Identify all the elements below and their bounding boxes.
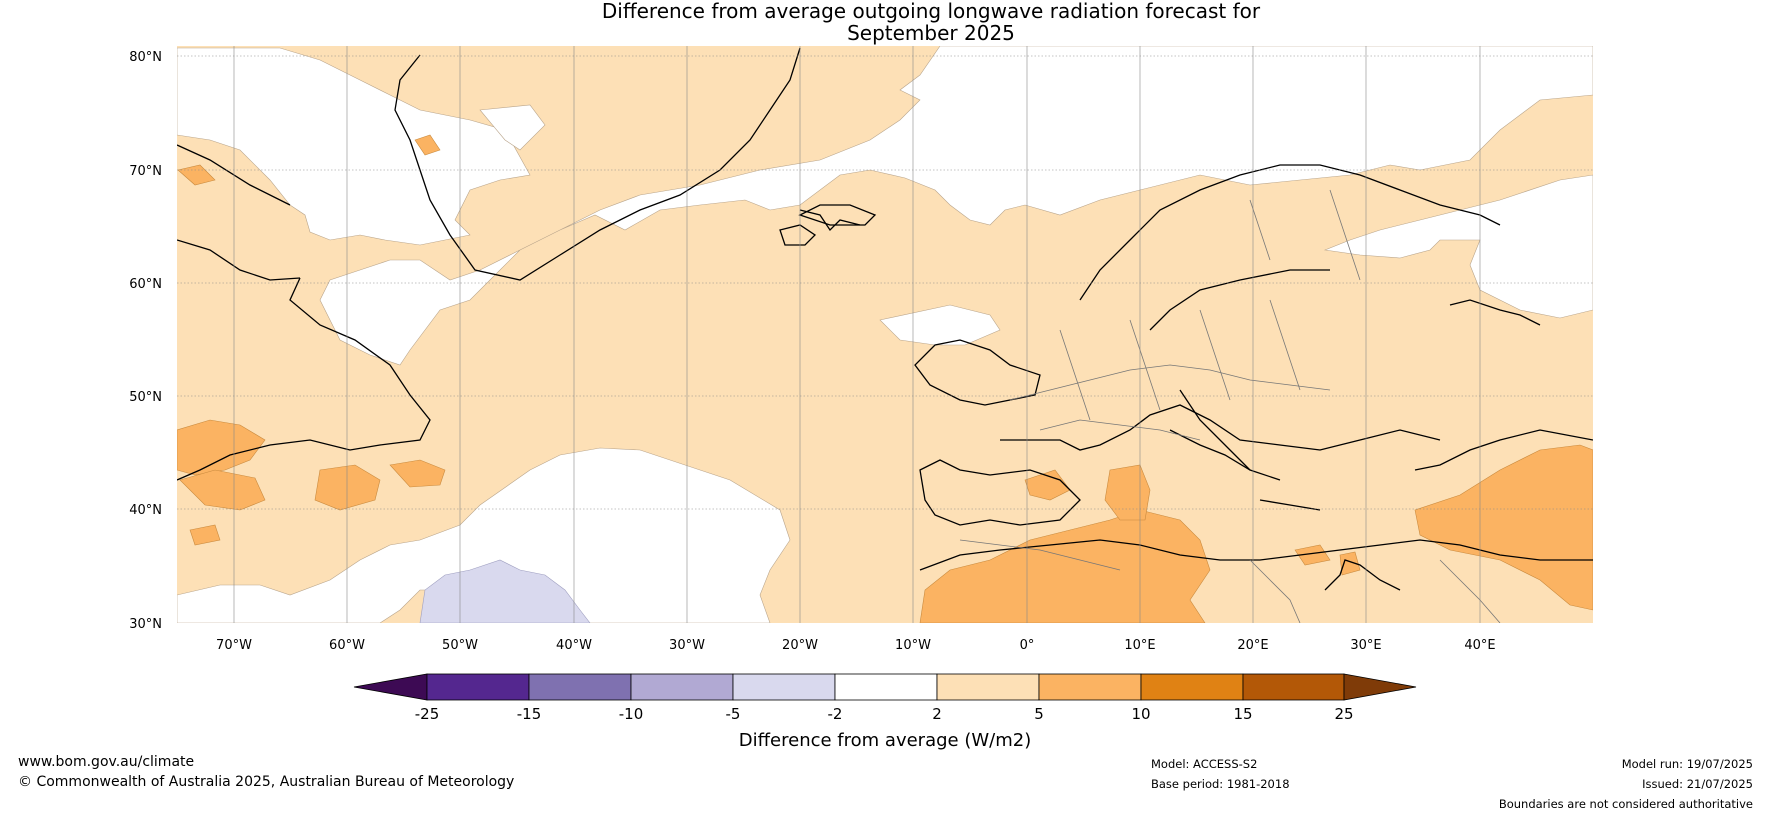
lon-label-20w: 20°W <box>782 638 818 653</box>
colorbar-segment-9 <box>1242 673 1345 701</box>
anomaly-region-plus5 <box>177 164 216 186</box>
lon-label-20e: 20°E <box>1237 638 1268 653</box>
colorbar-tick-label: 2 <box>932 705 942 723</box>
anomaly-region-plus5 <box>177 419 266 476</box>
lat-label-60n: 60°N <box>129 277 162 292</box>
anomaly-region-plus5 <box>189 524 221 546</box>
anomaly-region-plus5 <box>314 464 381 511</box>
anomaly-region-plus5 <box>389 459 446 488</box>
anomaly-region-neutral <box>177 47 531 246</box>
latitude-labels: 80°N 70°N 60°N 50°N 40°N 30°N <box>129 50 162 632</box>
colorbar-tick-label: -2 <box>828 705 843 723</box>
anomaly-region-plus5 <box>414 134 441 156</box>
colorbar-extend-low <box>353 673 428 701</box>
anomaly-region-neutral <box>1323 174 1593 319</box>
colorbar-segment-1 <box>426 673 530 701</box>
anomaly-region-plus5 <box>1024 469 1071 501</box>
lon-label-60w: 60°W <box>329 638 365 653</box>
map-title-line2: September 2025 <box>847 21 1015 45</box>
lat-label-80n: 80°N <box>129 50 162 65</box>
lon-label-10e: 10°E <box>1124 638 1155 653</box>
colorbar-tick-label: 5 <box>1034 705 1044 723</box>
colorbar-extend-high <box>1343 673 1417 701</box>
footer-copyright: © Commonwealth of Australia 2025, Austra… <box>18 774 515 790</box>
lon-label-70w: 70°W <box>216 638 252 653</box>
lon-label-30w: 30°W <box>669 638 705 653</box>
colorbar-tick-labels: -25 -15 -10 -5 -2 2 5 10 15 25 <box>415 705 1354 723</box>
footer-disclaimer: Boundaries are not considered authoritat… <box>1498 797 1753 811</box>
lat-label-70n: 70°N <box>129 164 162 179</box>
colorbar-segment-7 <box>1038 673 1142 701</box>
anomaly-region-neutral <box>879 304 1001 346</box>
colorbar-segment-6 <box>936 673 1040 701</box>
colorbar-tick-label: 15 <box>1233 705 1252 723</box>
footer-model-run: Model run: 19/07/2025 <box>1621 757 1753 771</box>
lat-label-40n: 40°N <box>129 503 162 518</box>
lat-label-50n: 50°N <box>129 390 162 405</box>
colorbar-segment-8 <box>1140 673 1244 701</box>
longitude-labels: 70°W 60°W 50°W 40°W 30°W 20°W 10°W 0° 10… <box>216 638 1496 653</box>
country-borders <box>959 189 1501 623</box>
anomaly-region-plus5 <box>179 469 266 511</box>
footer-model: Model: ACCESS-S2 <box>1151 757 1258 771</box>
lon-label-50w: 50°W <box>442 638 478 653</box>
colorbar-tick-label: -5 <box>726 705 741 723</box>
lon-label-30e: 30°E <box>1350 638 1381 653</box>
anomaly-region-minus5 <box>419 559 591 623</box>
colorbar-segment-4 <box>732 673 836 701</box>
coastlines <box>177 47 1593 591</box>
colorbar-segment-3 <box>630 673 734 701</box>
colorbar-tick-label: -10 <box>619 705 644 723</box>
colorbar-title: Difference from average (W/m2) <box>739 730 1031 751</box>
footer-base-period: Base period: 1981-2018 <box>1151 777 1290 791</box>
footer-url[interactable]: www.bom.gov.au/climate <box>18 754 195 770</box>
colorbar-segment-2 <box>528 673 632 701</box>
colorbar-tick-label: -25 <box>415 705 440 723</box>
anomaly-region-neutral <box>479 104 546 151</box>
anomaly-region-plus5 <box>1294 544 1331 566</box>
colorbar <box>353 673 1417 701</box>
colorbar-tick-label: 10 <box>1131 705 1150 723</box>
colorbar-segment-5 <box>834 673 938 701</box>
lat-label-30n: 30°N <box>129 617 162 632</box>
lon-label-10w: 10°W <box>895 638 931 653</box>
colorbar-tick-label: 25 <box>1334 705 1353 723</box>
anomaly-region-neutral <box>319 46 1593 366</box>
anomaly-region-plus5 <box>1339 551 1361 576</box>
lon-label-40w: 40°W <box>556 638 592 653</box>
lon-label-0: 0° <box>1020 638 1035 653</box>
colorbar-tick-label: -15 <box>517 705 542 723</box>
footer-issued: Issued: 21/07/2025 <box>1642 777 1753 791</box>
anomaly-region-plus5 <box>1414 444 1593 611</box>
lon-label-40e: 40°E <box>1464 638 1495 653</box>
graticule <box>177 46 1593 623</box>
map-title-line1: Difference from average outgoing longwav… <box>601 0 1261 23</box>
